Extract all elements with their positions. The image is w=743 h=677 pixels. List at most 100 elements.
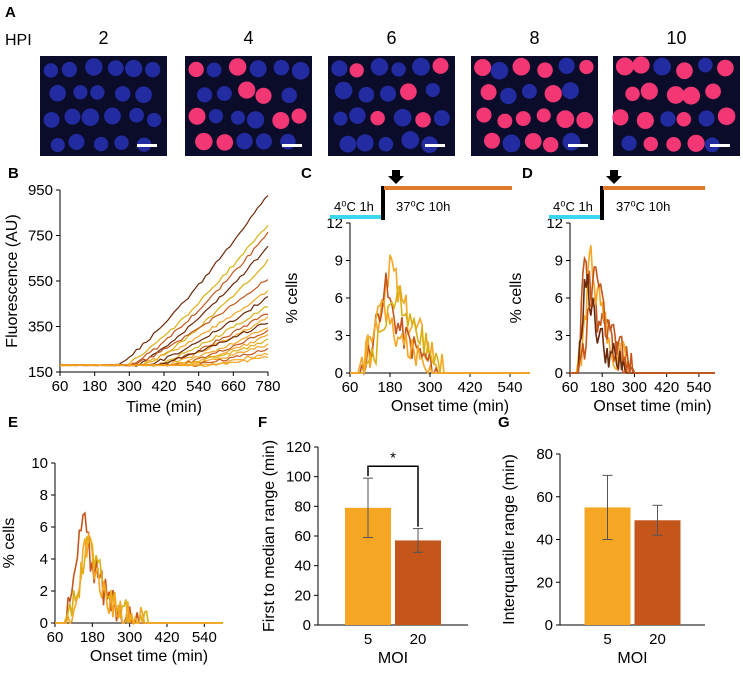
x-tick-label: 420 (654, 379, 679, 396)
hpi-value-10: 10 (666, 28, 686, 48)
panel-d-onset-chart: 0 3 6 9 12 60 180 300 420 540 Onset time (min) % ce… (508, 215, 715, 415)
panel-b-label: B (8, 165, 19, 182)
y-tick-label: 3 (335, 328, 343, 345)
scale-bar (282, 144, 302, 147)
onset-series-line (55, 531, 223, 627)
cell-nucleus (370, 110, 385, 126)
cell-nucleus (255, 133, 272, 150)
cell-nucleus (536, 108, 551, 123)
y-tick-label: 950 (28, 182, 53, 199)
y-axis-title: % cells (508, 273, 525, 324)
scale-bar (137, 144, 157, 147)
cell-nucleus (682, 86, 701, 105)
cell-nucleus (249, 60, 267, 78)
shift-marker (381, 186, 385, 220)
cell-nucleus (615, 57, 634, 76)
cell-nucleus (490, 61, 509, 80)
cell-nucleus (544, 85, 562, 103)
cell-nucleus (562, 82, 579, 100)
cell-nucleus (542, 136, 559, 153)
x-tick-label: 780 (255, 378, 280, 395)
y-tick-label: 6 (40, 519, 48, 536)
cell-nucleus (391, 62, 406, 77)
cold-step-label: 4⁰C 1h (553, 199, 593, 214)
cell-nucleus (687, 134, 705, 152)
x-tick-label: 60 (52, 378, 69, 395)
cell-nucleus (230, 110, 245, 125)
cell-nucleus (104, 107, 121, 125)
y-tick-label: 350 (28, 319, 53, 336)
cell-nucleus (380, 85, 397, 102)
panel-a-label: A (5, 4, 16, 21)
y-tick-label: 0 (555, 365, 563, 382)
cell-nucleus (125, 59, 143, 78)
cell-nucleus (558, 57, 575, 75)
cell-nucleus (64, 108, 81, 125)
y-tick-label: 750 (28, 228, 53, 245)
cell-nucleus (85, 58, 103, 76)
cell-nucleus (524, 132, 542, 150)
cell-nucleus (378, 136, 394, 152)
cell-nucleus (612, 109, 629, 126)
cell-nucleus (43, 111, 60, 128)
cell-nucleus (717, 59, 734, 77)
y-tick-label: 120 (286, 439, 311, 456)
cell-nucleus (415, 112, 431, 128)
y-tick-label: 0 (303, 617, 311, 634)
scale-bar (568, 144, 588, 147)
y-tick-label: 12 (326, 215, 343, 232)
cell-nucleus (114, 135, 129, 150)
cell-nucleus (49, 84, 66, 102)
cell-nucleus (474, 58, 492, 76)
cell-nucleus (349, 107, 366, 124)
cell-nucleus (412, 57, 430, 76)
cell-nucleus (331, 60, 348, 77)
y-axis-title: Fluorescence (AU) (4, 214, 21, 347)
cell-nucleus (562, 132, 581, 151)
onset-series-line (350, 299, 530, 375)
x-axis-title: Time (min) (126, 399, 202, 416)
y-tick-label: 60 (294, 528, 311, 545)
cell-nucleus (255, 87, 272, 104)
micrograph-hpi-8 (471, 56, 598, 156)
arrow-down-icon (388, 170, 404, 184)
panel-g-bar-chart: 0 20 40 60 80 MOI Interquartile range (min) 5 20 (501, 446, 705, 667)
category-label: 5 (603, 631, 611, 648)
cell-nucleus (197, 87, 213, 103)
cell-nucleus (717, 107, 736, 126)
cell-nucleus (653, 57, 671, 76)
cell-nucleus (291, 108, 307, 124)
panel-g-label: G (498, 414, 510, 431)
cell-nucleus (576, 111, 594, 129)
y-tick-label: 20 (294, 587, 311, 604)
y-tick-label: 2 (40, 583, 48, 600)
cell-nucleus (400, 83, 417, 101)
warm-step-label: 37⁰C 10h (616, 199, 670, 214)
x-tick-label: 180 (82, 378, 107, 395)
x-axis-title: Onset time (min) (90, 648, 208, 665)
micrograph-hpi-6 (328, 56, 455, 156)
significance-marker: * (390, 449, 396, 466)
cell-nucleus (349, 63, 364, 78)
cell-nucleus (497, 113, 513, 129)
cell-nucleus (666, 136, 682, 152)
scale-bar (425, 144, 445, 147)
y-tick-label: 8 (40, 487, 48, 504)
cell-nucleus (476, 107, 492, 123)
panel-f-bar-chart: 0 20 40 60 80 100 120 MOI First to median range … (261, 439, 468, 667)
cell-nucleus (238, 81, 256, 99)
cell-nucleus (660, 111, 676, 127)
cell-nucleus (676, 62, 693, 80)
onset-series-line (570, 266, 715, 374)
panel-e-onset-chart: 0 2 4 6 8 10 60 180 300 420 540 Onset time (min) % c… (1, 455, 223, 665)
cell-nucleus (195, 132, 213, 151)
y-tick-label: 60 (536, 489, 553, 506)
cell-nucleus (339, 135, 357, 153)
cell-nucleus (432, 57, 449, 74)
category-label: 5 (364, 631, 372, 648)
cell-nucleus (358, 86, 375, 103)
panel-c-label: C (301, 165, 312, 182)
cell-nucleus (480, 84, 497, 101)
cell-nucleus (537, 62, 553, 78)
cell-nucleus (206, 62, 222, 78)
